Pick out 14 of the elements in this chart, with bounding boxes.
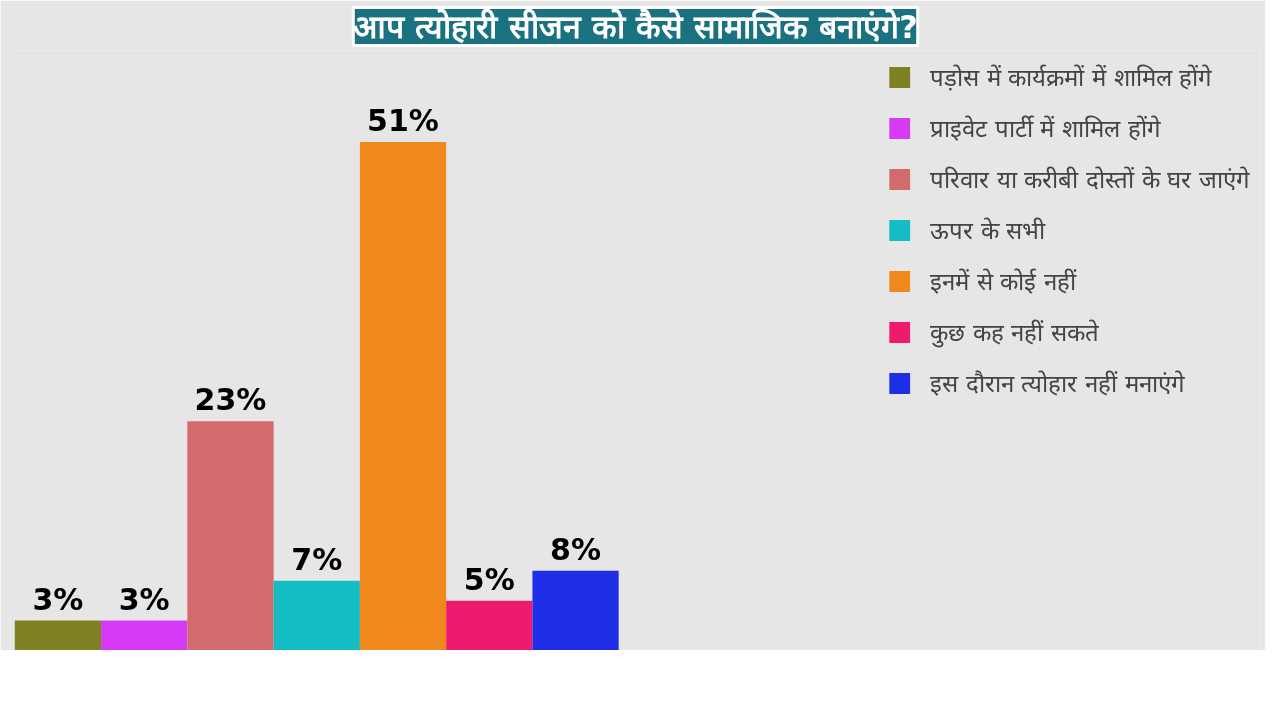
legend-label: इस दौरान त्योहार नहीं मनाएंगे <box>930 369 1185 399</box>
data-label: 51% <box>367 103 439 139</box>
legend-label: ऊपर के सभी <box>930 216 1046 246</box>
data-label: 8% <box>550 531 602 567</box>
data-label: 5% <box>463 561 515 597</box>
legend-label: परिवार या करीबी दोस्तों के घर जाएंगे <box>930 165 1250 195</box>
legend-label: प्राइवेट पार्टी में शामिल होंगे <box>930 114 1161 144</box>
legend-label: कुछ कह नहीं सकते <box>930 318 1100 348</box>
data-label: 23% <box>194 382 267 418</box>
data-label: 3% <box>32 581 84 617</box>
legend-label: पड़ोस में कार्यक्रमों में शामिल होंगे <box>930 63 1213 93</box>
data-label: 3% <box>118 581 170 617</box>
data-label: 7% <box>291 541 343 577</box>
legend-label: इनमें से कोई नहीं <box>930 267 1077 297</box>
